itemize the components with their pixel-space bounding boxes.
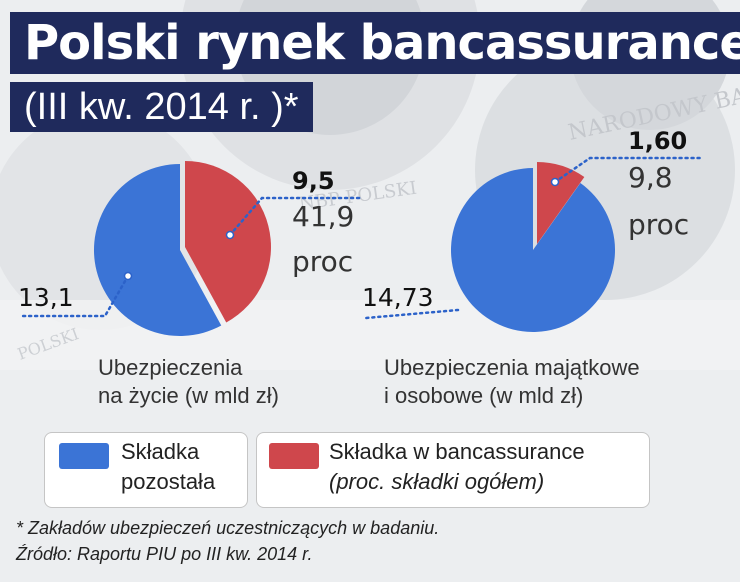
leader-line-other-life [18,274,130,318]
pie-label-property: Ubezpieczenia majątkowe i osobowe (w mld… [384,354,640,410]
legend-note: (proc. składki ogółem) [329,469,545,494]
chart-title: Polski rynek bancassurance [10,12,740,74]
pie-label-life-line2: na życie (w mld zł) [98,383,279,408]
legend-bancassurance: Składka w bancassurance (proc. składki o… [256,432,650,508]
data-label-banc-value-property: 1,60 [628,127,687,155]
pie-slice-other-life [93,164,222,336]
legend-swatch-other [59,443,109,469]
footnote-asterisk: * Zakładów ubezpieczeń uczestniczących w… [16,518,440,538]
pie-chart-property: 1,60 9,8 proc 14,73 [362,127,702,332]
pie-label-life-line1: Ubezpieczenia [98,355,243,380]
legend-label-other: Składka pozostała [121,439,216,494]
legend-label-bancassurance: Składka w bancassurance (proc. składki o… [329,437,585,497]
chart-subtitle: (III kw. 2014 r. )* [10,82,313,132]
data-label-banc-unit-life: proc [292,245,353,278]
data-label-other-value-life: 13,1 [18,283,74,312]
leader-dot [123,271,133,281]
leader-dot [225,230,235,240]
footnote-source: Źródło: Raportu PIU po III kw. 2014 r. [16,544,313,564]
data-label-banc-value-life: 9,5 [292,167,335,195]
pie-slice-bancassurance-life [185,161,271,323]
leader-dot [550,177,560,187]
legend-swatch-bancassurance [269,443,319,469]
data-label-banc-share-property: 9,8 [628,161,673,194]
pie-chart-life: 9,5 41,9 proc 13,1 [18,161,362,336]
data-label-other-value-property: 14,73 [362,283,434,312]
leader-line-banc-life [228,196,362,237]
legend-other: Składka pozostała [44,432,248,508]
leader-line-other-property [364,308,460,320]
leader-line-banc-property [553,156,702,184]
pie-label-property-line2: i osobowe (w mld zł) [384,383,584,408]
pie-label-property-line1: Ubezpieczenia majątkowe [384,355,640,380]
data-label-banc-unit-property: proc [628,208,689,241]
pie-label-life: Ubezpieczenia na życie (w mld zł) [98,354,279,410]
data-label-banc-share-life: 41,9 [292,200,354,233]
pie-slice-bancassurance-property [537,162,585,244]
pie-slice-other-property [451,168,616,332]
